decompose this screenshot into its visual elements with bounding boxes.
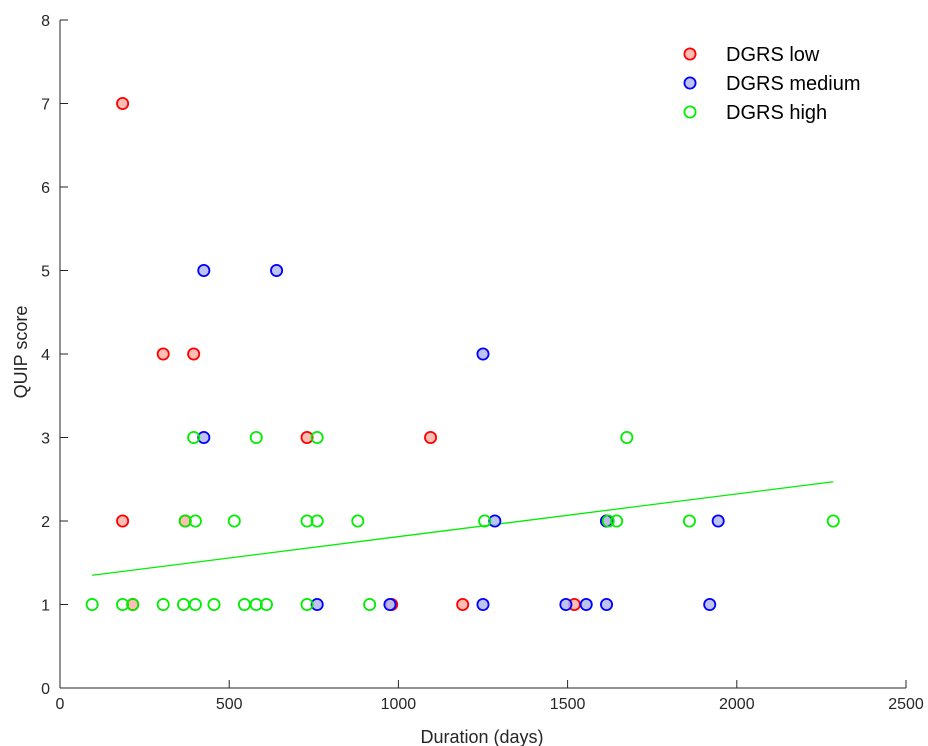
x-tick-label: 2000 [719,696,755,713]
data-point-series-3 [310,514,324,528]
x-tick-label: 500 [216,696,243,713]
legend-marker [683,76,697,90]
data-point-series-2 [488,514,502,528]
data-point-series-3 [610,514,624,528]
data-point-series-3 [601,514,615,528]
data-point-series-3 [207,598,221,612]
x-tick-label: 0 [56,696,65,713]
y-tick-label: 1 [41,598,50,615]
data-point-series-3 [300,598,314,612]
data-point-series-2 [476,347,490,361]
data-point-series-2 [383,598,397,612]
x-tick-label: 1500 [550,696,586,713]
trend-line [92,481,834,576]
data-point-series-1 [116,97,130,111]
data-point-series-3 [237,598,251,612]
data-point-series-3 [826,514,840,528]
data-point-series-3 [188,598,202,612]
data-point-series-2 [197,430,211,444]
data-point-series-3 [478,514,492,528]
legend-label: DGRS high [726,102,827,124]
data-points [85,97,840,612]
data-point-series-3 [249,598,263,612]
data-point-series-3 [187,430,201,444]
legend-marker [683,105,697,119]
y-tick-label: 3 [41,431,50,448]
data-point-series-3 [156,598,170,612]
data-point-series-3 [116,598,130,612]
y-tick-label: 2 [41,514,50,531]
legend-label: DGRS low [726,44,820,66]
data-point-series-3 [227,514,241,528]
y-tick-label: 5 [41,264,50,281]
data-point-series-2 [703,598,717,612]
data-point-series-2 [270,263,284,277]
axes: 0 500 1000 1500 2000 2500 0 1 2 3 4 5 6 7 8 [41,13,924,713]
y-axis-label: QUIP score [11,306,31,399]
data-point-series-3 [300,514,314,528]
x-tick-label: 1000 [381,696,417,713]
data-point-series-3 [682,514,696,528]
data-point-series-2 [600,598,614,612]
legend-label: DGRS medium [726,73,860,95]
data-point-series-2 [579,598,593,612]
fit-line-layer [92,481,834,576]
data-point-series-3 [188,514,202,528]
data-point-series-3 [178,514,192,528]
data-point-series-1 [187,347,201,361]
y-tick-label: 4 [41,347,50,364]
x-axis-label: Duration (days) [420,727,543,746]
data-point-series-1 [300,430,314,444]
y-tick-label: 7 [41,97,50,114]
data-point-series-2 [711,514,725,528]
y-tick-label: 8 [41,13,50,30]
data-point-series-3 [177,598,191,612]
data-point-series-3 [126,598,140,612]
y-tick-label: 6 [41,180,50,197]
data-point-series-1 [424,430,438,444]
data-point-series-2 [476,598,490,612]
legend-marker [683,47,697,61]
x-tick-label: 2500 [888,696,924,713]
data-point-series-2 [197,263,211,277]
data-point-series-3 [259,598,273,612]
data-point-series-1 [116,514,130,528]
data-point-series-3 [363,598,377,612]
data-point-series-3 [310,430,324,444]
y-tick-label: 0 [41,681,50,698]
data-point-series-2 [559,598,573,612]
data-point-series-3 [351,514,365,528]
data-point-series-3 [85,598,99,612]
data-point-series-1 [456,598,470,612]
data-point-series-3 [249,430,263,444]
data-point-series-3 [620,430,634,444]
data-point-series-1 [156,347,170,361]
data-point-series-2 [310,598,324,612]
legend: DGRS low DGRS medium DGRS high [683,44,860,124]
